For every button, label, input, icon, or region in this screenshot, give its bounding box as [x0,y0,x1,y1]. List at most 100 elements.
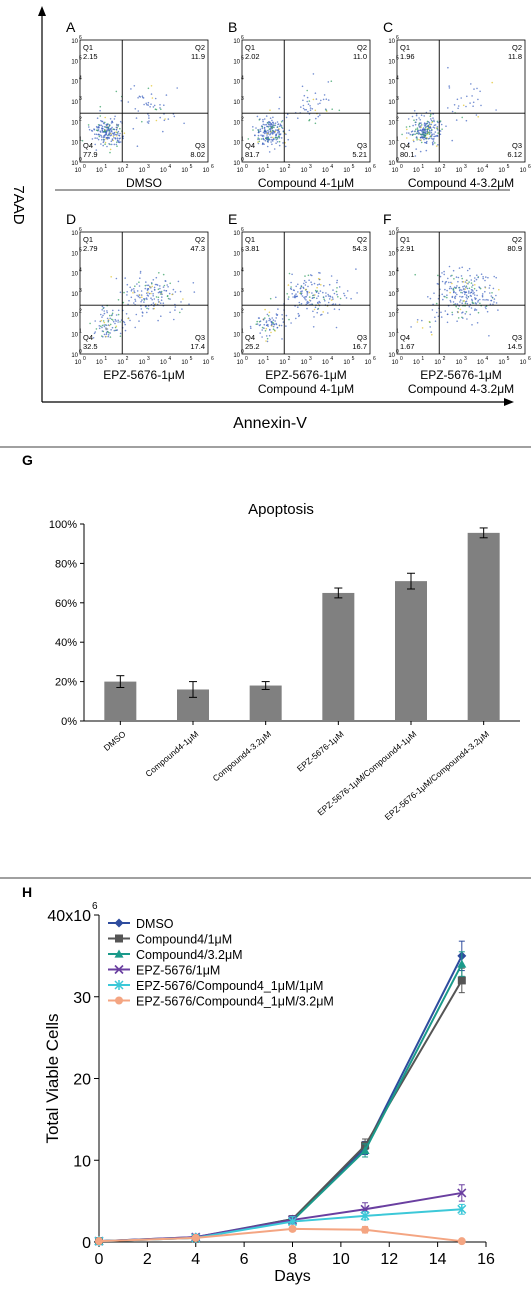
flow-event-dot [102,136,105,139]
legend-marker [115,934,123,943]
flow-event-dot [429,130,431,132]
flow-event-dot [451,295,454,298]
flow-event-dot [153,307,155,310]
flow-event-dot [96,129,99,132]
flow-event-dot [318,300,321,303]
flow-xtick-exp: 1 [421,356,424,362]
flow-event-dot [136,294,138,297]
flow-event-dot [150,103,152,105]
quadrant-label-q3: Q3 [195,333,205,342]
flow-event-dot [452,289,455,291]
flow-event-dot [306,307,308,310]
flow-event-dot [336,281,338,284]
flow-event-dot [490,295,493,297]
flow-event-dot [118,140,120,142]
flow-event-dot [274,320,277,322]
flow-xtick-base: 10 [258,360,265,366]
flow-plot-F: FQ12.91Q280.9Q41.67Q314.5100100101101102… [383,211,531,396]
flow-event-dot [100,319,103,322]
flow-event-dot [104,126,107,128]
flow-event-dot [271,133,274,135]
bar-x-tick-label: DMSO [102,729,128,753]
flow-event-dot [107,335,109,338]
flow-event-dot [302,104,305,107]
flow-event-dot [461,116,464,119]
flow-event-dot [495,276,498,279]
flow-event-dot [265,320,268,322]
flow-event-dot [306,302,309,305]
flow-event-dot [421,327,424,329]
flow-event-dot [267,123,270,125]
flow-event-dot [122,137,124,140]
flow-event-dot [100,134,102,137]
flow-event-dot [465,296,468,299]
flow-event-dot [461,277,464,280]
flow-event-dot [151,97,154,99]
flow-event-dot [322,291,324,294]
flow-ytick-exp: 6 [241,227,244,233]
flow-event-dot [113,329,116,332]
flow-event-dot [137,295,140,298]
flow-event-dot [356,292,358,294]
flow-event-dot [119,335,122,338]
flow-event-dot [420,137,422,139]
flow-event-dot [426,130,428,133]
flow-event-dot [336,287,338,289]
flow-event-dot [131,288,133,291]
quadrant-label-q4: Q4 [400,333,410,342]
quadrant-label-q1: Q1 [245,43,255,52]
line-x-tick-label: 4 [191,1251,200,1268]
flow-event-dot [489,292,491,294]
flow-event-dot [317,292,320,295]
flow-event-dot [117,130,120,133]
flow-ytick-exp: 0 [241,157,244,163]
legend-marker [114,964,124,975]
flow-event-dot [322,98,325,101]
flow-event-dot [291,293,294,295]
flow-event-dot [141,296,143,299]
flow-event-dot [257,141,259,143]
flow-event-dot [425,125,428,128]
flow-event-dot [108,137,110,139]
flow-event-dot [300,303,303,305]
flow-event-dot [498,288,500,291]
flow-event-dot [466,297,469,300]
x-axis-arrowhead [504,398,514,406]
flow-event-dot [298,301,301,304]
flow-event-dot [263,327,265,330]
flow-event-dot [112,320,115,323]
flow-event-dot [433,133,435,135]
flow-event-dot [144,284,147,287]
flow-event-dot [159,104,161,106]
flow-event-dot [303,279,306,282]
flow-event-dot [162,273,165,276]
flow-event-dot [100,143,102,145]
flow-event-dot [129,319,131,322]
flow-event-dot [124,329,127,332]
flow-event-dot [276,121,279,123]
flow-ytick-base: 10 [388,120,395,126]
flow-event-dot [183,122,185,125]
flow-event-dot [115,128,118,131]
flow-event-dot [306,300,309,303]
flow-event-dot [419,133,422,136]
flow-event-dot [411,130,414,132]
flow-event-dot [297,306,299,309]
flow-event-dot [430,331,433,333]
flow-xtick-base: 10 [343,360,350,366]
flow-plot-caption: Compound 4-1μM [258,382,354,396]
flow-event-dot [421,136,423,138]
flow-event-dot [446,294,448,297]
flow-event-dot [103,333,106,336]
flow-event-dot [453,104,456,106]
flow-event-dot [303,296,305,299]
flow-xtick-base: 10 [456,168,463,174]
flow-event-dot [109,118,112,120]
flow-xtick-exp: 6 [211,164,214,170]
flow-event-dot [114,318,117,321]
panel-letter-F: F [383,211,392,227]
line-y-tick-exponent: 6 [92,901,98,912]
flow-event-dot [98,325,101,327]
flow-event-dot [487,299,489,301]
flow-event-dot [443,270,445,273]
